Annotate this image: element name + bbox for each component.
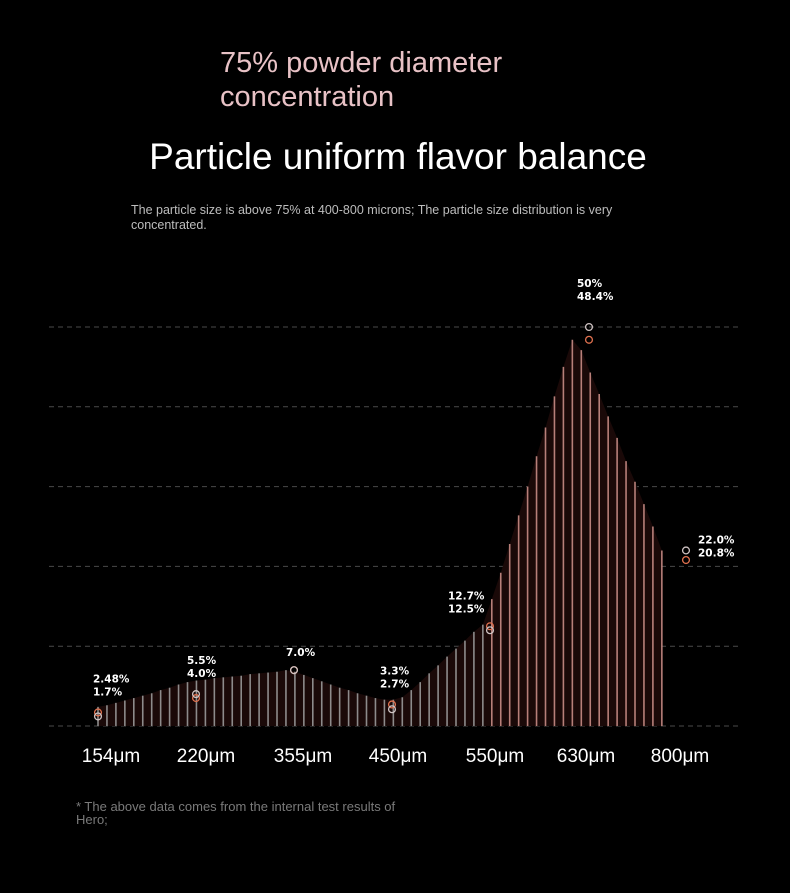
data-point	[584, 335, 594, 344]
data-point	[93, 708, 103, 717]
data-markers	[93, 322, 691, 721]
chart-kicker: 75% powder diameter concentration	[220, 47, 503, 113]
data-point	[289, 666, 299, 675]
data-label: 48.4%	[577, 291, 614, 303]
distribution-area	[98, 339, 662, 726]
distribution-area-fill	[98, 339, 662, 726]
x-tick-label: 154μm	[82, 746, 140, 767]
distribution-bars	[97, 339, 663, 726]
footnote: * The above data comes from the internal…	[76, 799, 396, 827]
x-tick-label: 355μm	[274, 746, 332, 767]
chart-subtitle: The particle size is above 75% at 400-80…	[131, 203, 613, 232]
data-label: 5.5%	[187, 655, 217, 667]
data-point	[93, 712, 103, 721]
x-tick-label: 800μm	[651, 746, 709, 767]
data-point	[485, 626, 495, 635]
data-point	[681, 555, 691, 565]
data-label: 22.0%	[698, 534, 735, 546]
data-label: 20.8%	[698, 547, 735, 559]
x-tick-label: 450μm	[369, 746, 427, 767]
data-label: 12.5%	[448, 603, 485, 615]
data-label: 2.48%	[93, 673, 130, 685]
data-label: 2.7%	[380, 678, 410, 690]
data-point	[681, 546, 691, 555]
data-point	[387, 705, 397, 714]
data-label: 3.3%	[380, 665, 410, 677]
x-tick-label: 550μm	[466, 746, 524, 767]
x-tick-label: 630μm	[557, 746, 615, 767]
x-tick-label: 220μm	[177, 746, 235, 767]
data-label: 12.7%	[448, 590, 485, 602]
data-point	[387, 700, 397, 709]
data-labels: 2.48%1.7% 5.5%4.0% 7.0% 3.3%2.7% 12.7%12.5% 5…	[93, 278, 735, 698]
data-label: 50%	[577, 278, 603, 290]
x-axis-ticks: 154μm 220μm 355μm 450μm 550μm 630μm 800μm	[82, 746, 709, 767]
data-point	[191, 690, 201, 699]
data-label: 1.7%	[93, 686, 123, 698]
data-label: 4.0%	[187, 668, 217, 680]
data-label: 7.0%	[286, 647, 316, 659]
data-point	[584, 322, 594, 332]
data-point	[191, 694, 201, 703]
data-point	[485, 622, 495, 631]
page-title: Particle uniform flavor balance	[149, 136, 647, 177]
